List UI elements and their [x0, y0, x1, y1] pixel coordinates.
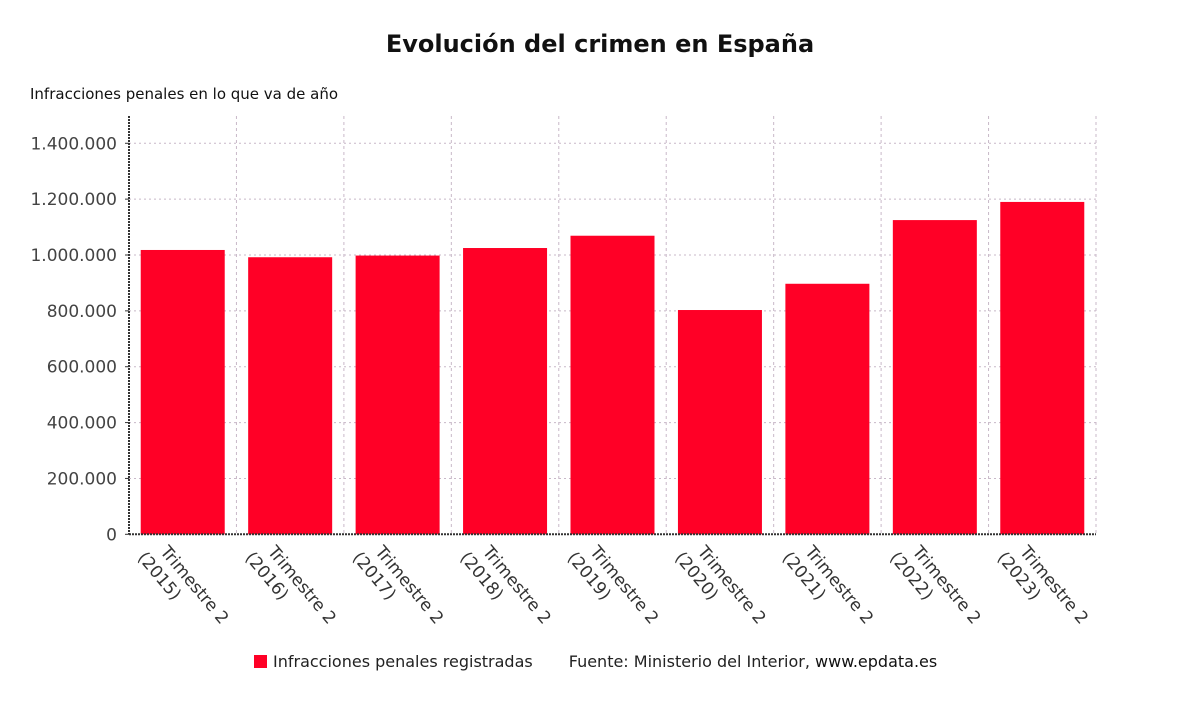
y-tick-label: 600.000 — [47, 358, 117, 378]
bar — [1000, 201, 1085, 535]
y-tick-label: 0 — [106, 525, 117, 545]
x-tick-label: Trimestre 2(2018) — [456, 542, 555, 629]
legend-swatch — [254, 655, 267, 668]
legend: Infracciones penales registradas Fuente:… — [254, 652, 937, 671]
chart-subtitle: Infracciones penales en lo que va de año — [30, 85, 339, 103]
legend-label: Infracciones penales registradas — [273, 652, 533, 671]
source-link[interactable]: www.epdata.es — [815, 652, 938, 671]
y-tick-label: 1.000.000 — [30, 246, 117, 266]
y-tick-label: 400.000 — [47, 414, 117, 434]
chart-title: Evolución del crimen en España — [385, 30, 815, 58]
x-tick-label: Trimestre 2(2019) — [563, 542, 662, 629]
x-tick-label: Trimestre 2(2022) — [885, 542, 984, 629]
y-tick-label: 1.400.000 — [30, 134, 117, 154]
bar — [140, 249, 225, 535]
y-tick-label: 1.200.000 — [30, 190, 117, 210]
bar — [785, 283, 870, 535]
bar — [248, 257, 333, 535]
y-tick-label: 800.000 — [47, 302, 117, 322]
source-text: Fuente: Ministerio del Interior, — [568, 652, 810, 671]
x-tick-label: Trimestre 2(2020) — [670, 542, 769, 629]
bar — [570, 235, 655, 535]
bar — [355, 255, 440, 535]
y-tick-label: 200.000 — [47, 469, 117, 489]
x-tick-label: Trimestre 2(2016) — [241, 542, 340, 629]
x-tick-label: Trimestre 2(2021) — [778, 542, 877, 629]
bar — [463, 248, 548, 535]
x-tick-label: Trimestre 2(2015) — [133, 542, 232, 629]
bar — [892, 220, 977, 535]
x-tick-label: Trimestre 2(2023) — [993, 542, 1092, 629]
x-tick-label: Trimestre 2(2017) — [348, 542, 447, 629]
bar — [677, 310, 762, 535]
